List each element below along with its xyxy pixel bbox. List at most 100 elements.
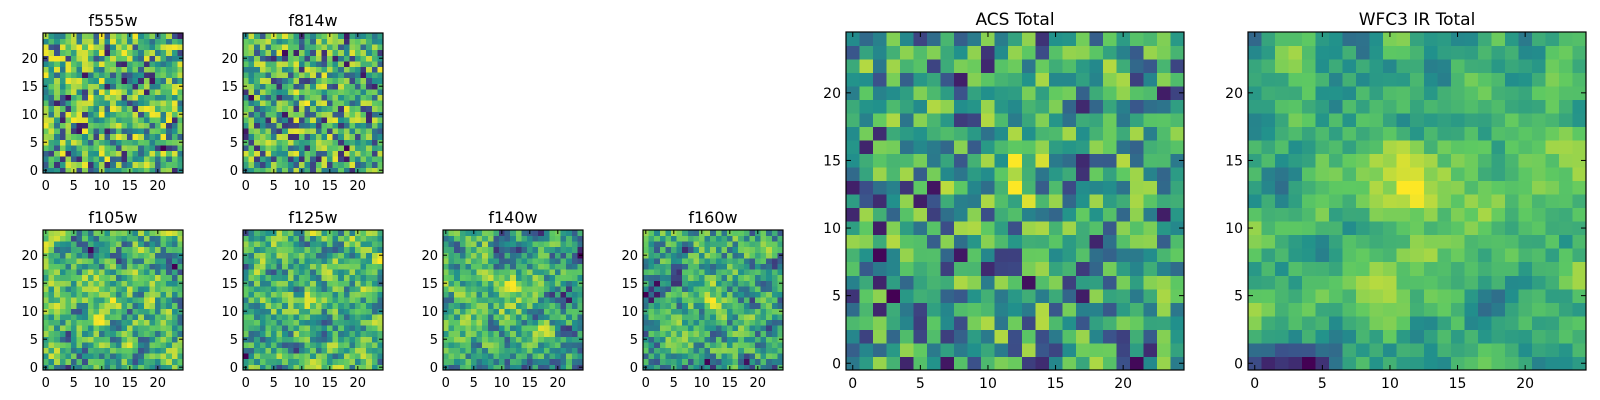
y-tick-label: 5 xyxy=(832,289,841,305)
heatmap-cell xyxy=(155,139,161,146)
heatmap-cell xyxy=(315,61,322,67)
heatmap-cell xyxy=(1302,221,1316,236)
heatmap-cell xyxy=(940,99,955,114)
heatmap-cell xyxy=(360,133,367,140)
heatmap-cell xyxy=(693,342,700,348)
heatmap-cell xyxy=(1545,180,1560,195)
heatmap-cell xyxy=(538,274,545,281)
heatmap-cell xyxy=(676,280,683,287)
heatmap-cell xyxy=(476,258,483,264)
heatmap-cell xyxy=(527,286,533,292)
heatmap-cell xyxy=(571,364,578,371)
heatmap-cell xyxy=(448,330,455,337)
heatmap-cell xyxy=(76,128,83,135)
heatmap-cell xyxy=(304,325,311,332)
heatmap-cell xyxy=(566,330,573,337)
heatmap-cell xyxy=(527,342,533,348)
heatmap-cell xyxy=(510,364,517,371)
heatmap-cell xyxy=(132,33,139,39)
heatmap-cell xyxy=(248,44,255,51)
heatmap-cell xyxy=(127,133,133,140)
heatmap-cell xyxy=(299,353,305,360)
heatmap-cell xyxy=(155,94,161,101)
heatmap-cell xyxy=(43,263,49,270)
heatmap-cell xyxy=(366,161,373,168)
heatmap-cell xyxy=(927,288,942,303)
heatmap-cell xyxy=(276,342,283,348)
heatmap-cell xyxy=(682,336,689,343)
heatmap-cell xyxy=(671,302,677,309)
heatmap-cell xyxy=(166,319,173,326)
y-tick-label: 15 xyxy=(221,80,238,95)
heatmap-cell xyxy=(254,94,261,101)
y-tick-label: 10 xyxy=(421,305,438,320)
heatmap-cell xyxy=(448,347,455,354)
heatmap-cell xyxy=(276,230,283,236)
heatmap-cell xyxy=(287,55,294,62)
heatmap-cell xyxy=(349,117,356,123)
heatmap-cell xyxy=(521,241,528,248)
heatmap-cell xyxy=(138,258,145,264)
heatmap-cell xyxy=(132,314,139,320)
heatmap-cell xyxy=(132,38,139,45)
heatmap-cell xyxy=(687,353,694,360)
heatmap-cell xyxy=(760,308,767,315)
heatmap-cell xyxy=(259,161,266,168)
heatmap-cell xyxy=(276,347,283,354)
heatmap-cell xyxy=(138,274,145,281)
heatmap-cell xyxy=(459,230,466,236)
heatmap-cell xyxy=(487,347,494,354)
heatmap-cell xyxy=(377,133,384,140)
heatmap-cell xyxy=(1129,45,1144,60)
heatmap-cell xyxy=(143,61,150,67)
heatmap-cell xyxy=(693,336,700,343)
heatmap-cell xyxy=(271,133,277,140)
heatmap-cell xyxy=(171,325,178,332)
heatmap-cell xyxy=(913,329,928,344)
heatmap-cell xyxy=(48,77,55,84)
heatmap-cell xyxy=(349,230,356,236)
heatmap-cell xyxy=(1129,261,1144,276)
heatmap-cell xyxy=(166,117,173,123)
heatmap-cell xyxy=(555,286,561,292)
heatmap-cell xyxy=(332,94,339,101)
heatmap-cell xyxy=(721,336,728,343)
heatmap-cell xyxy=(671,263,677,270)
heatmap-cell xyxy=(927,153,942,168)
heatmap-cell xyxy=(482,230,489,236)
heatmap-cell xyxy=(532,358,539,365)
heatmap-cell xyxy=(349,150,356,157)
heatmap-cell xyxy=(327,302,333,309)
heatmap-cell xyxy=(59,83,66,90)
heatmap-cell xyxy=(48,161,55,168)
heatmap-cell xyxy=(293,336,300,343)
heatmap-cell xyxy=(132,83,139,90)
heatmap-cell xyxy=(499,297,505,304)
heatmap-cell xyxy=(355,100,361,107)
heatmap-cell xyxy=(377,241,384,248)
heatmap-cell xyxy=(59,89,66,95)
heatmap-cell xyxy=(315,308,322,315)
heatmap-cell xyxy=(327,49,333,56)
heatmap-cell xyxy=(448,258,455,264)
heatmap-cell xyxy=(900,234,914,249)
heatmap-cell xyxy=(110,353,117,360)
heatmap-cell xyxy=(1518,248,1533,263)
heatmap-cell xyxy=(648,364,655,371)
heatmap-cell xyxy=(555,246,561,253)
heatmap-cell xyxy=(271,269,277,276)
heatmap-cell xyxy=(766,330,773,337)
heatmap-cell xyxy=(981,234,996,249)
heatmap-cell xyxy=(65,61,72,67)
heatmap-cell xyxy=(310,161,317,168)
heatmap-cell xyxy=(527,297,533,304)
heatmap-cell xyxy=(1143,194,1158,209)
heatmap-cell xyxy=(571,325,578,332)
heatmap-cell xyxy=(566,269,573,276)
heatmap-cell xyxy=(682,252,689,259)
heatmap-cell xyxy=(371,280,378,287)
heatmap-cell xyxy=(287,156,294,163)
heatmap-cell xyxy=(160,364,167,371)
heatmap-cell xyxy=(177,66,184,73)
heatmap-cell xyxy=(171,263,178,270)
